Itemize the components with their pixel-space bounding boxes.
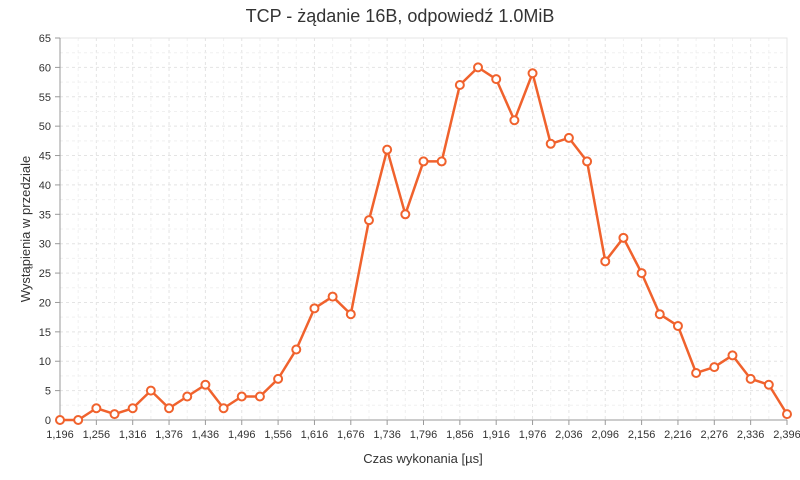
data-point: [236, 391, 247, 402]
y-tick-label: 15: [39, 327, 51, 339]
data-point: [182, 391, 193, 402]
data-point: [273, 373, 284, 384]
y-tick-label: 45: [39, 151, 51, 163]
y-tick-label: 40: [39, 180, 51, 192]
grid-lines: [59, 37, 788, 421]
y-tick-label: 0: [45, 415, 51, 427]
data-point: [200, 379, 211, 390]
chart-title: TCP - żądanie 16B, odpowiedź 1.0MiB: [245, 6, 555, 26]
data-point: [327, 291, 338, 302]
data-point: [91, 403, 102, 414]
y-tick-label: 50: [39, 121, 51, 133]
data-point: [636, 268, 647, 279]
series-line-group: [55, 62, 792, 425]
x-tick-label: 2,156: [628, 429, 656, 441]
x-tick-label: 1,376: [155, 429, 183, 441]
data-point: [145, 385, 156, 396]
y-tick-label: 5: [45, 386, 51, 398]
data-point: [491, 74, 502, 85]
axes: 1,196 1,256 1,316 1,376 1,436 1,496 1,556 1,616…: [39, 33, 800, 441]
data-point: [509, 115, 520, 126]
x-tick-label: 1,556: [264, 429, 292, 441]
x-axis-label: Czas wykonania [µs]: [363, 451, 482, 466]
y-tick-label: 55: [39, 92, 51, 104]
data-point: [400, 209, 411, 220]
data-point: [436, 156, 447, 167]
y-tick-label: 20: [39, 297, 51, 309]
y-tick-label: 10: [39, 356, 51, 368]
data-point: [363, 215, 374, 226]
y-axis-label: Wystąpienia w przedziale: [18, 156, 33, 303]
data-point: [600, 256, 611, 267]
data-point: [527, 68, 538, 79]
data-point: [55, 415, 65, 425]
x-tick-label: 2,396: [773, 429, 800, 441]
y-tick-label: 60: [39, 62, 51, 74]
x-tick-label: 2,216: [664, 429, 692, 441]
x-tick-label: 1,436: [192, 429, 220, 441]
x-tick-label: 2,336: [737, 429, 765, 441]
x-tick-label: 2,276: [701, 429, 729, 441]
x-tick-label: 1,256: [83, 429, 111, 441]
x-tick-label: 2,096: [591, 429, 619, 441]
data-point: [382, 144, 393, 155]
x-tick-label: 1,616: [301, 429, 329, 441]
data-point: [745, 373, 756, 384]
data-point: [672, 320, 683, 331]
x-tick-label: 1,796: [410, 429, 438, 441]
y-tick-label: 30: [39, 239, 51, 251]
x-tick-label: 1,496: [228, 429, 256, 441]
y-tick-label: 35: [39, 209, 51, 221]
x-tick-label: 1,736: [373, 429, 401, 441]
x-tick-label: 1,316: [119, 429, 147, 441]
x-tick-label: 2,036: [555, 429, 583, 441]
data-point: [127, 403, 138, 414]
data-point: [109, 409, 120, 420]
data-point: [473, 62, 484, 73]
data-point: [654, 309, 665, 320]
data-point: [254, 391, 265, 402]
data-point: [618, 232, 629, 243]
x-tick-label: 1,976: [519, 429, 547, 441]
data-point: [218, 403, 229, 414]
data-point: [164, 403, 175, 414]
x-tick-label: 1,676: [337, 429, 365, 441]
y-tick-label: 65: [39, 33, 51, 45]
data-point: [582, 156, 593, 167]
data-point: [418, 156, 429, 167]
data-point: [454, 80, 465, 91]
data-point: [763, 379, 774, 390]
x-tick-label: 1,916: [482, 429, 510, 441]
data-point: [727, 350, 738, 361]
data-point: [73, 415, 84, 425]
data-point: [782, 409, 792, 420]
data-point: [545, 138, 556, 149]
data-point: [709, 362, 720, 373]
data-point: [309, 303, 320, 314]
y-tick-label: 25: [39, 268, 51, 280]
data-point: [291, 344, 302, 355]
data-point: [563, 132, 574, 143]
x-tick-label: 1,856: [446, 429, 474, 441]
data-point: [691, 367, 702, 378]
x-tick-label: 1,196: [46, 429, 74, 441]
data-point: [345, 309, 356, 320]
